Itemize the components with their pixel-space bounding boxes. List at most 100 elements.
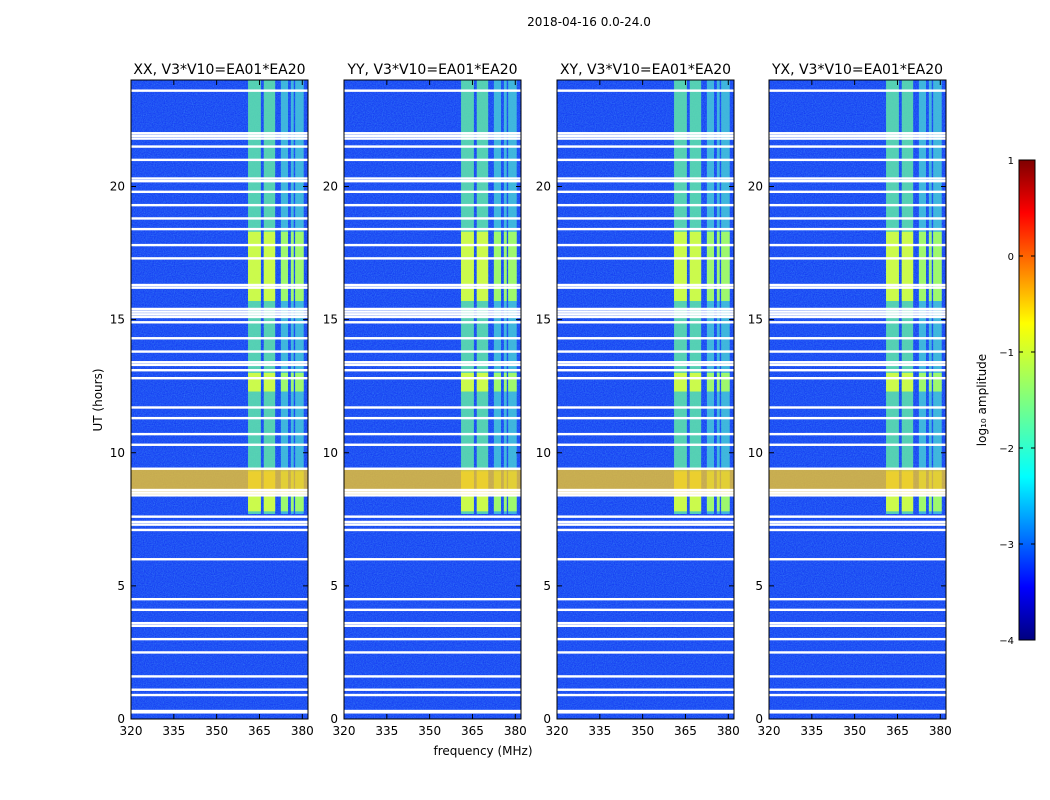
flagged-row	[557, 286, 734, 289]
panel-2: XY, V3*V10=EA01*EA20 320 335 350 365 380 0 5 10 1…	[536, 62, 740, 738]
flagged-row	[131, 134, 308, 138]
rfi-band-strong	[280, 372, 289, 392]
flagged-row	[557, 597, 734, 601]
flagged-row	[557, 675, 734, 678]
flagged-row	[557, 528, 734, 532]
flagged-row	[344, 675, 521, 678]
flagged-row	[557, 134, 734, 138]
rfi-band-strong	[928, 372, 932, 392]
flagged-row	[131, 688, 308, 691]
rfi-band-strong	[901, 231, 914, 301]
y-tick-label: 20	[748, 180, 763, 194]
flagged-row	[769, 416, 946, 420]
flagged-row	[769, 158, 946, 162]
broadband-event	[557, 468, 734, 496]
flagged-row	[769, 515, 946, 518]
rfi-band-strong	[689, 231, 702, 301]
flagged-row	[557, 520, 734, 524]
flagged-row	[557, 693, 734, 697]
flagged-row	[557, 637, 734, 641]
rfi-band-strong	[508, 372, 517, 392]
flagged-row	[131, 190, 308, 194]
flagged-row	[769, 528, 946, 532]
flagged-row	[769, 307, 946, 311]
y-tick-label: 15	[110, 313, 125, 327]
flagged-row	[131, 520, 308, 524]
flagged-row	[557, 443, 734, 446]
flagged-row	[131, 137, 308, 140]
flagged-row	[557, 363, 734, 367]
flagged-row	[131, 257, 308, 260]
rfi-band-strong	[918, 231, 927, 301]
flagged-row	[557, 89, 734, 92]
flagged-row	[131, 179, 308, 183]
flagged-row	[769, 190, 946, 194]
flagged-row	[557, 624, 734, 628]
flagged-row	[344, 310, 521, 313]
plot-frame	[343, 79, 522, 720]
figure-suptitle: 2018-04-16 0.0-24.0	[527, 15, 651, 29]
flagged-row	[344, 337, 521, 340]
flagged-row	[131, 243, 308, 247]
rfi-band-strong	[886, 231, 899, 301]
flagged-row	[344, 488, 521, 492]
flagged-row	[131, 217, 308, 220]
flagged-row	[131, 523, 308, 526]
colorbar-tick-label: −3	[999, 540, 1014, 551]
flagged-row	[557, 132, 734, 135]
flagged-row	[557, 621, 734, 625]
flagged-row	[557, 145, 734, 148]
panel-title: XX, V3*V10=EA01*EA20	[133, 62, 305, 78]
flagged-row	[131, 132, 308, 135]
waterfall-plot	[769, 80, 946, 719]
waterfall-plot	[344, 80, 521, 719]
plot-frame	[130, 79, 309, 720]
rfi-band-strong	[493, 231, 502, 301]
flagged-row	[131, 361, 308, 364]
flagged-row	[557, 416, 734, 420]
broadband-event	[131, 468, 308, 496]
flagged-row	[769, 621, 946, 625]
flagged-row	[131, 494, 308, 497]
flagged-row	[131, 227, 308, 231]
panel-0: XX, V3*V10=EA01*EA20 320 335 350 365 380 0 5 10 1…	[110, 62, 314, 738]
flagged-row	[557, 217, 734, 220]
flagged-row	[769, 558, 946, 561]
x-tick-label: 365	[674, 724, 697, 738]
plot-frame	[556, 79, 735, 720]
flagged-row	[344, 137, 521, 140]
flagged-row	[344, 227, 521, 231]
x-tick-label: 335	[588, 724, 611, 738]
y-tick-label: 20	[110, 180, 125, 194]
rfi-band-strong	[503, 231, 507, 301]
colorbar-tick-label: −1	[999, 348, 1014, 359]
flagged-row	[131, 313, 308, 316]
flagged-row	[344, 523, 521, 526]
flagged-row	[344, 494, 521, 497]
rfi-band-strong	[290, 231, 294, 301]
flagged-row	[131, 467, 308, 470]
flagged-row	[557, 137, 734, 140]
x-tick-label: 365	[461, 724, 484, 738]
flagged-row	[769, 321, 946, 324]
flagged-row	[557, 608, 734, 612]
flagged-row	[769, 377, 946, 380]
flagged-row	[131, 675, 308, 678]
rfi-band-strong	[503, 372, 507, 392]
panel-3: YX, V3*V10=EA01*EA20 320 335 350 365 380 0 5 10 1…	[748, 62, 952, 738]
flagged-row	[344, 361, 521, 364]
noise-grain	[557, 80, 734, 719]
y-tick-label: 20	[536, 180, 551, 194]
flagged-row	[344, 558, 521, 561]
x-tick-label: 380	[929, 724, 952, 738]
flagged-row	[769, 179, 946, 183]
y-tick-label: 15	[536, 313, 551, 327]
flagged-row	[557, 558, 734, 561]
rfi-band-strong	[689, 372, 702, 392]
flagged-row	[557, 515, 734, 518]
flagged-row	[131, 416, 308, 420]
flagged-row	[769, 363, 946, 367]
waterfall-plot	[131, 80, 308, 719]
y-tick-label: 5	[755, 579, 763, 593]
